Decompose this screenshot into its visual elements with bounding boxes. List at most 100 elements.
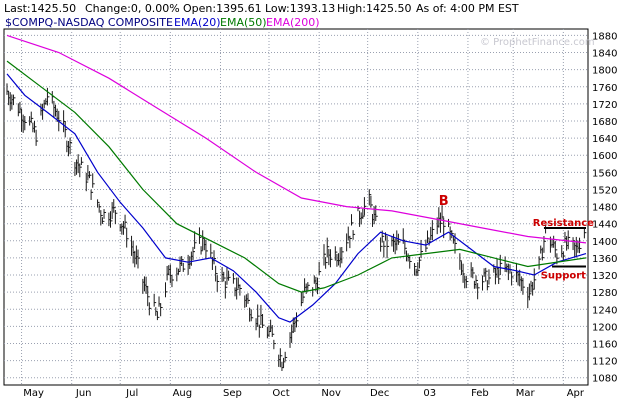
price-bar (257, 304, 260, 327)
price-bar (522, 277, 525, 295)
price-bar (284, 351, 288, 361)
price-bar (533, 268, 537, 290)
y-tick-label: 1560 (592, 168, 617, 179)
y-tick-label: 1440 (592, 220, 617, 231)
y-tick-label: 1160 (592, 339, 617, 350)
price-bar (352, 230, 356, 240)
series-line-ema50 (6, 60, 587, 293)
price-bar (64, 121, 68, 138)
legend-ema200: EMA(200) (266, 16, 320, 29)
price-bar (572, 237, 576, 251)
price-bar (281, 361, 284, 371)
price-bar (334, 246, 338, 261)
price-bar (583, 228, 587, 239)
price-bar (472, 267, 475, 279)
annotation-b: B (439, 194, 449, 209)
price-bar (33, 120, 37, 133)
price-bar (498, 269, 501, 285)
price-bar (239, 284, 242, 296)
price-bar (427, 230, 430, 243)
legend-symbol: $COMPQ-NASDAQ COMPOSITE (5, 16, 173, 29)
y-tick-label: 1200 (592, 322, 617, 333)
price-bar (232, 272, 236, 284)
x-tick-label: Dec (370, 388, 389, 399)
price-bar (114, 209, 118, 225)
y-tick-label: 1520 (592, 185, 617, 196)
price-bar (349, 235, 352, 249)
price-bar (318, 261, 322, 275)
y-tick-label: 1480 (592, 203, 617, 214)
series-line-ema200 (6, 34, 587, 244)
price-bar (425, 239, 428, 253)
y-tick-label: 1080 (592, 374, 617, 385)
price-bar (554, 240, 558, 258)
price-bar (156, 311, 160, 321)
price-bar (317, 277, 320, 295)
price-bar (370, 195, 373, 208)
price-bar (69, 137, 73, 155)
x-tick-label: Feb (471, 388, 489, 399)
price-bar (528, 283, 532, 301)
legend-ema20: EMA(20) (174, 16, 221, 29)
legend: $COMPQ-NASDAQ COMPOSITE EMA(20) EMA(50) … (5, 16, 320, 29)
price-bar (409, 256, 412, 269)
price-bar (85, 172, 89, 192)
annotation-support: Support (541, 270, 586, 281)
price-bar (439, 212, 443, 233)
price-bar (386, 236, 390, 259)
price-bar (97, 199, 100, 208)
y-tick-label: 1720 (592, 100, 617, 111)
price-bar (205, 239, 208, 260)
x-tick-label: Jun (75, 388, 92, 399)
price-bar (296, 312, 299, 328)
price-bar (404, 241, 407, 255)
price-bar (79, 163, 82, 178)
x-tick-label: May (23, 388, 44, 399)
price-bar (228, 270, 231, 281)
price-bar (279, 348, 283, 368)
price-bars (6, 83, 587, 371)
price-bar (147, 285, 150, 307)
price-bar (216, 275, 220, 292)
x-tick-label: Aug (173, 388, 193, 399)
header-open: Open:1395.61 (183, 2, 262, 15)
price-bar (462, 263, 466, 283)
x-tick-label: Mar (516, 388, 536, 399)
header-change: Change:0, 0.00% (85, 2, 180, 15)
price-bar (80, 157, 84, 166)
price-bar (541, 247, 545, 261)
price-bar (300, 291, 304, 307)
reference-lines (543, 226, 586, 268)
price-bar (113, 199, 116, 213)
price-bar (475, 275, 479, 289)
y-tick-label: 1240 (592, 305, 617, 316)
price-bar (417, 262, 420, 277)
price-bar (307, 282, 310, 292)
price-bar (12, 94, 16, 106)
price-bar (192, 246, 195, 261)
price-bar (485, 267, 488, 282)
price-bar (46, 87, 50, 106)
header-last: Last:1425.50 (4, 2, 76, 15)
y-axis-ticks: 1080 1120 1160 1200 1240 1280 1320 1360 1400 1440… (592, 31, 617, 384)
header-asof: As of: 4:00 PM EST (416, 2, 519, 15)
price-bar (488, 269, 491, 285)
price-bar (350, 214, 354, 226)
header-stats: Last:1425.50 Change:0, 0.00% Open:1395.6… (4, 2, 519, 15)
price-bar (477, 283, 480, 300)
y-tick-label: 1680 (592, 117, 617, 128)
price-bar (481, 275, 485, 291)
y-tick-label: 1360 (592, 254, 617, 265)
x-tick-label: Jul (125, 388, 138, 399)
price-bar (148, 302, 152, 316)
x-tick-label: Sep (223, 388, 242, 399)
price-bar (346, 233, 349, 252)
price-bar (224, 281, 228, 299)
price-bar (465, 276, 469, 289)
price-bar (363, 197, 367, 216)
price-bar (258, 324, 262, 338)
price-bar (169, 264, 173, 284)
price-bar (153, 293, 157, 307)
price-bar (103, 209, 107, 219)
